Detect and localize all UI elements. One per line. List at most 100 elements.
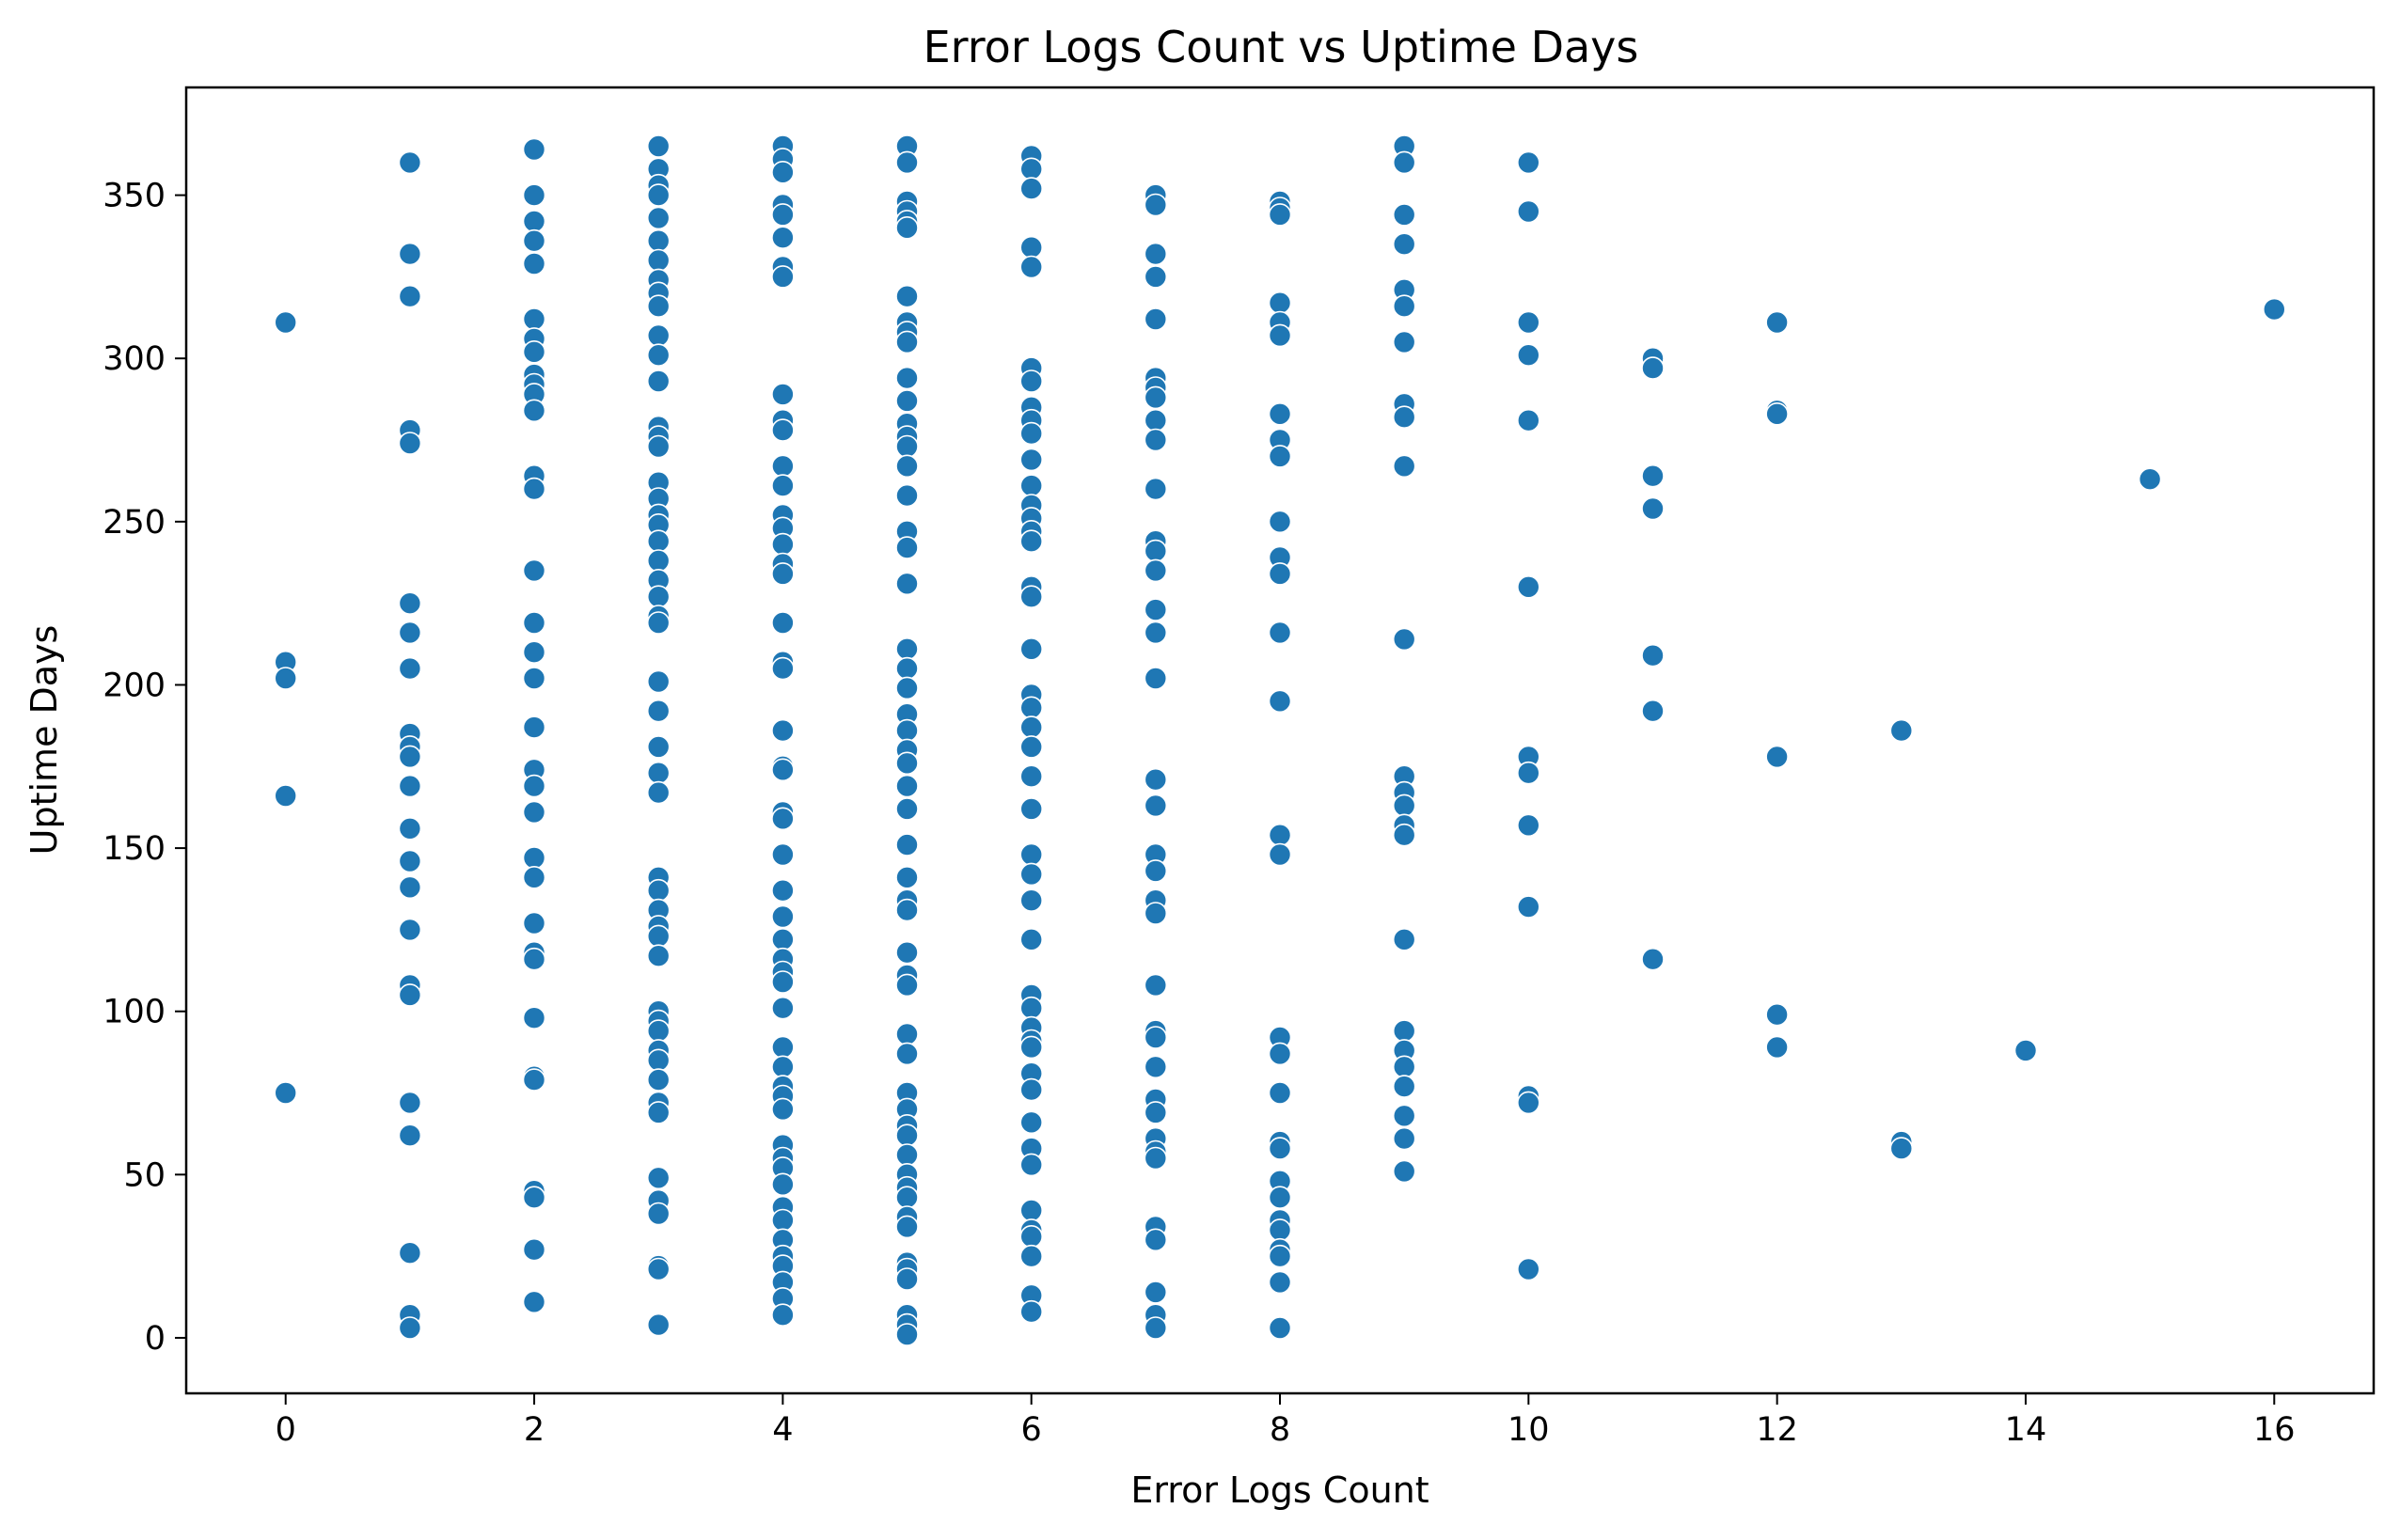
data-point (1392, 1104, 1416, 1128)
x-tick-label: 10 (1508, 1411, 1550, 1449)
data-point (895, 1042, 919, 1066)
data-point (398, 774, 422, 798)
data-point (646, 761, 671, 785)
data-point (1765, 401, 1789, 426)
data-point (1392, 1159, 1416, 1184)
data-point (522, 640, 546, 665)
data-point (771, 1097, 795, 1122)
data-point (1144, 1101, 1168, 1124)
data-point (1019, 448, 1043, 472)
data-point (398, 242, 422, 266)
data-point (771, 1035, 795, 1060)
data-point (771, 1055, 795, 1079)
data-point (646, 323, 671, 348)
data-point (522, 1237, 546, 1262)
data-point (1268, 689, 1292, 714)
data-point (398, 1316, 422, 1340)
data-point (398, 816, 422, 841)
data-point (522, 137, 546, 162)
data-point (522, 183, 546, 207)
data-point (1019, 585, 1043, 609)
data-point (646, 1257, 671, 1281)
data-point (1019, 735, 1043, 759)
data-point (646, 780, 671, 805)
data-point (646, 134, 671, 158)
x-tick-label: 0 (276, 1411, 296, 1449)
data-point (2013, 1039, 2038, 1062)
data-point (771, 226, 795, 249)
data-point (1392, 330, 1416, 354)
data-point (895, 150, 919, 175)
data-point (895, 1124, 919, 1147)
data-point (771, 656, 795, 681)
data-point (895, 1215, 919, 1239)
data-point (1019, 157, 1043, 181)
data-point (1517, 343, 1540, 368)
data-point (398, 656, 422, 681)
y-tick-label: 350 (103, 178, 166, 215)
data-point (646, 611, 671, 635)
data-point (895, 898, 919, 922)
data-point (1268, 291, 1292, 315)
data-point (646, 944, 671, 968)
data-point (274, 667, 298, 690)
data-point (1392, 1019, 1416, 1043)
data-point (398, 849, 422, 873)
data-point (1392, 927, 1416, 951)
data-point (1268, 1042, 1292, 1066)
data-point (1019, 927, 1043, 951)
data-point (1144, 428, 1168, 452)
y-tick-label: 100 (103, 994, 166, 1031)
data-point (1268, 823, 1292, 847)
data-point (771, 265, 795, 289)
y-tick-label: 250 (103, 504, 166, 542)
data-point (895, 940, 919, 965)
data-point (895, 1022, 919, 1046)
data-point (771, 203, 795, 227)
data-point (522, 947, 546, 971)
data-point (895, 656, 919, 681)
data-point (646, 669, 671, 694)
data-point (1517, 761, 1540, 785)
data-point (1144, 1026, 1168, 1049)
data-point (1019, 797, 1043, 821)
data-point (398, 1241, 422, 1265)
data-point (1765, 1002, 1789, 1027)
chart-title: Error Logs Count vs Uptime Days (924, 22, 1639, 72)
data-point (2263, 297, 2286, 322)
data-point (646, 294, 671, 319)
data-point (1641, 356, 1665, 380)
data-point (522, 339, 546, 364)
data-point (646, 1101, 671, 1124)
data-point (1019, 177, 1043, 200)
data-point (1268, 510, 1292, 534)
data-point (398, 150, 422, 175)
data-point (895, 833, 919, 856)
data-point (895, 865, 919, 889)
data-point (1889, 718, 1914, 743)
data-point (1268, 1244, 1292, 1268)
data-point (771, 878, 795, 903)
data-point (1019, 1153, 1043, 1177)
data-point (1019, 1244, 1043, 1268)
data-point (1144, 902, 1168, 925)
data-point (771, 842, 795, 867)
plot-frame (184, 86, 2376, 1395)
data-point (895, 330, 919, 354)
data-point (646, 549, 671, 573)
data-point (771, 996, 795, 1020)
data-point (895, 797, 919, 821)
y-tick-label: 50 (123, 1156, 166, 1194)
data-point (1392, 405, 1416, 430)
data-point (1392, 150, 1416, 175)
data-point (1268, 1316, 1292, 1340)
data-point (1019, 474, 1043, 497)
data-point (1144, 307, 1168, 331)
data-point (771, 758, 795, 782)
data-point (646, 699, 671, 723)
data-point (646, 1019, 671, 1043)
data-point (1517, 895, 1540, 919)
data-point (1019, 421, 1043, 446)
data-point (771, 454, 795, 479)
data-point (522, 1006, 546, 1029)
